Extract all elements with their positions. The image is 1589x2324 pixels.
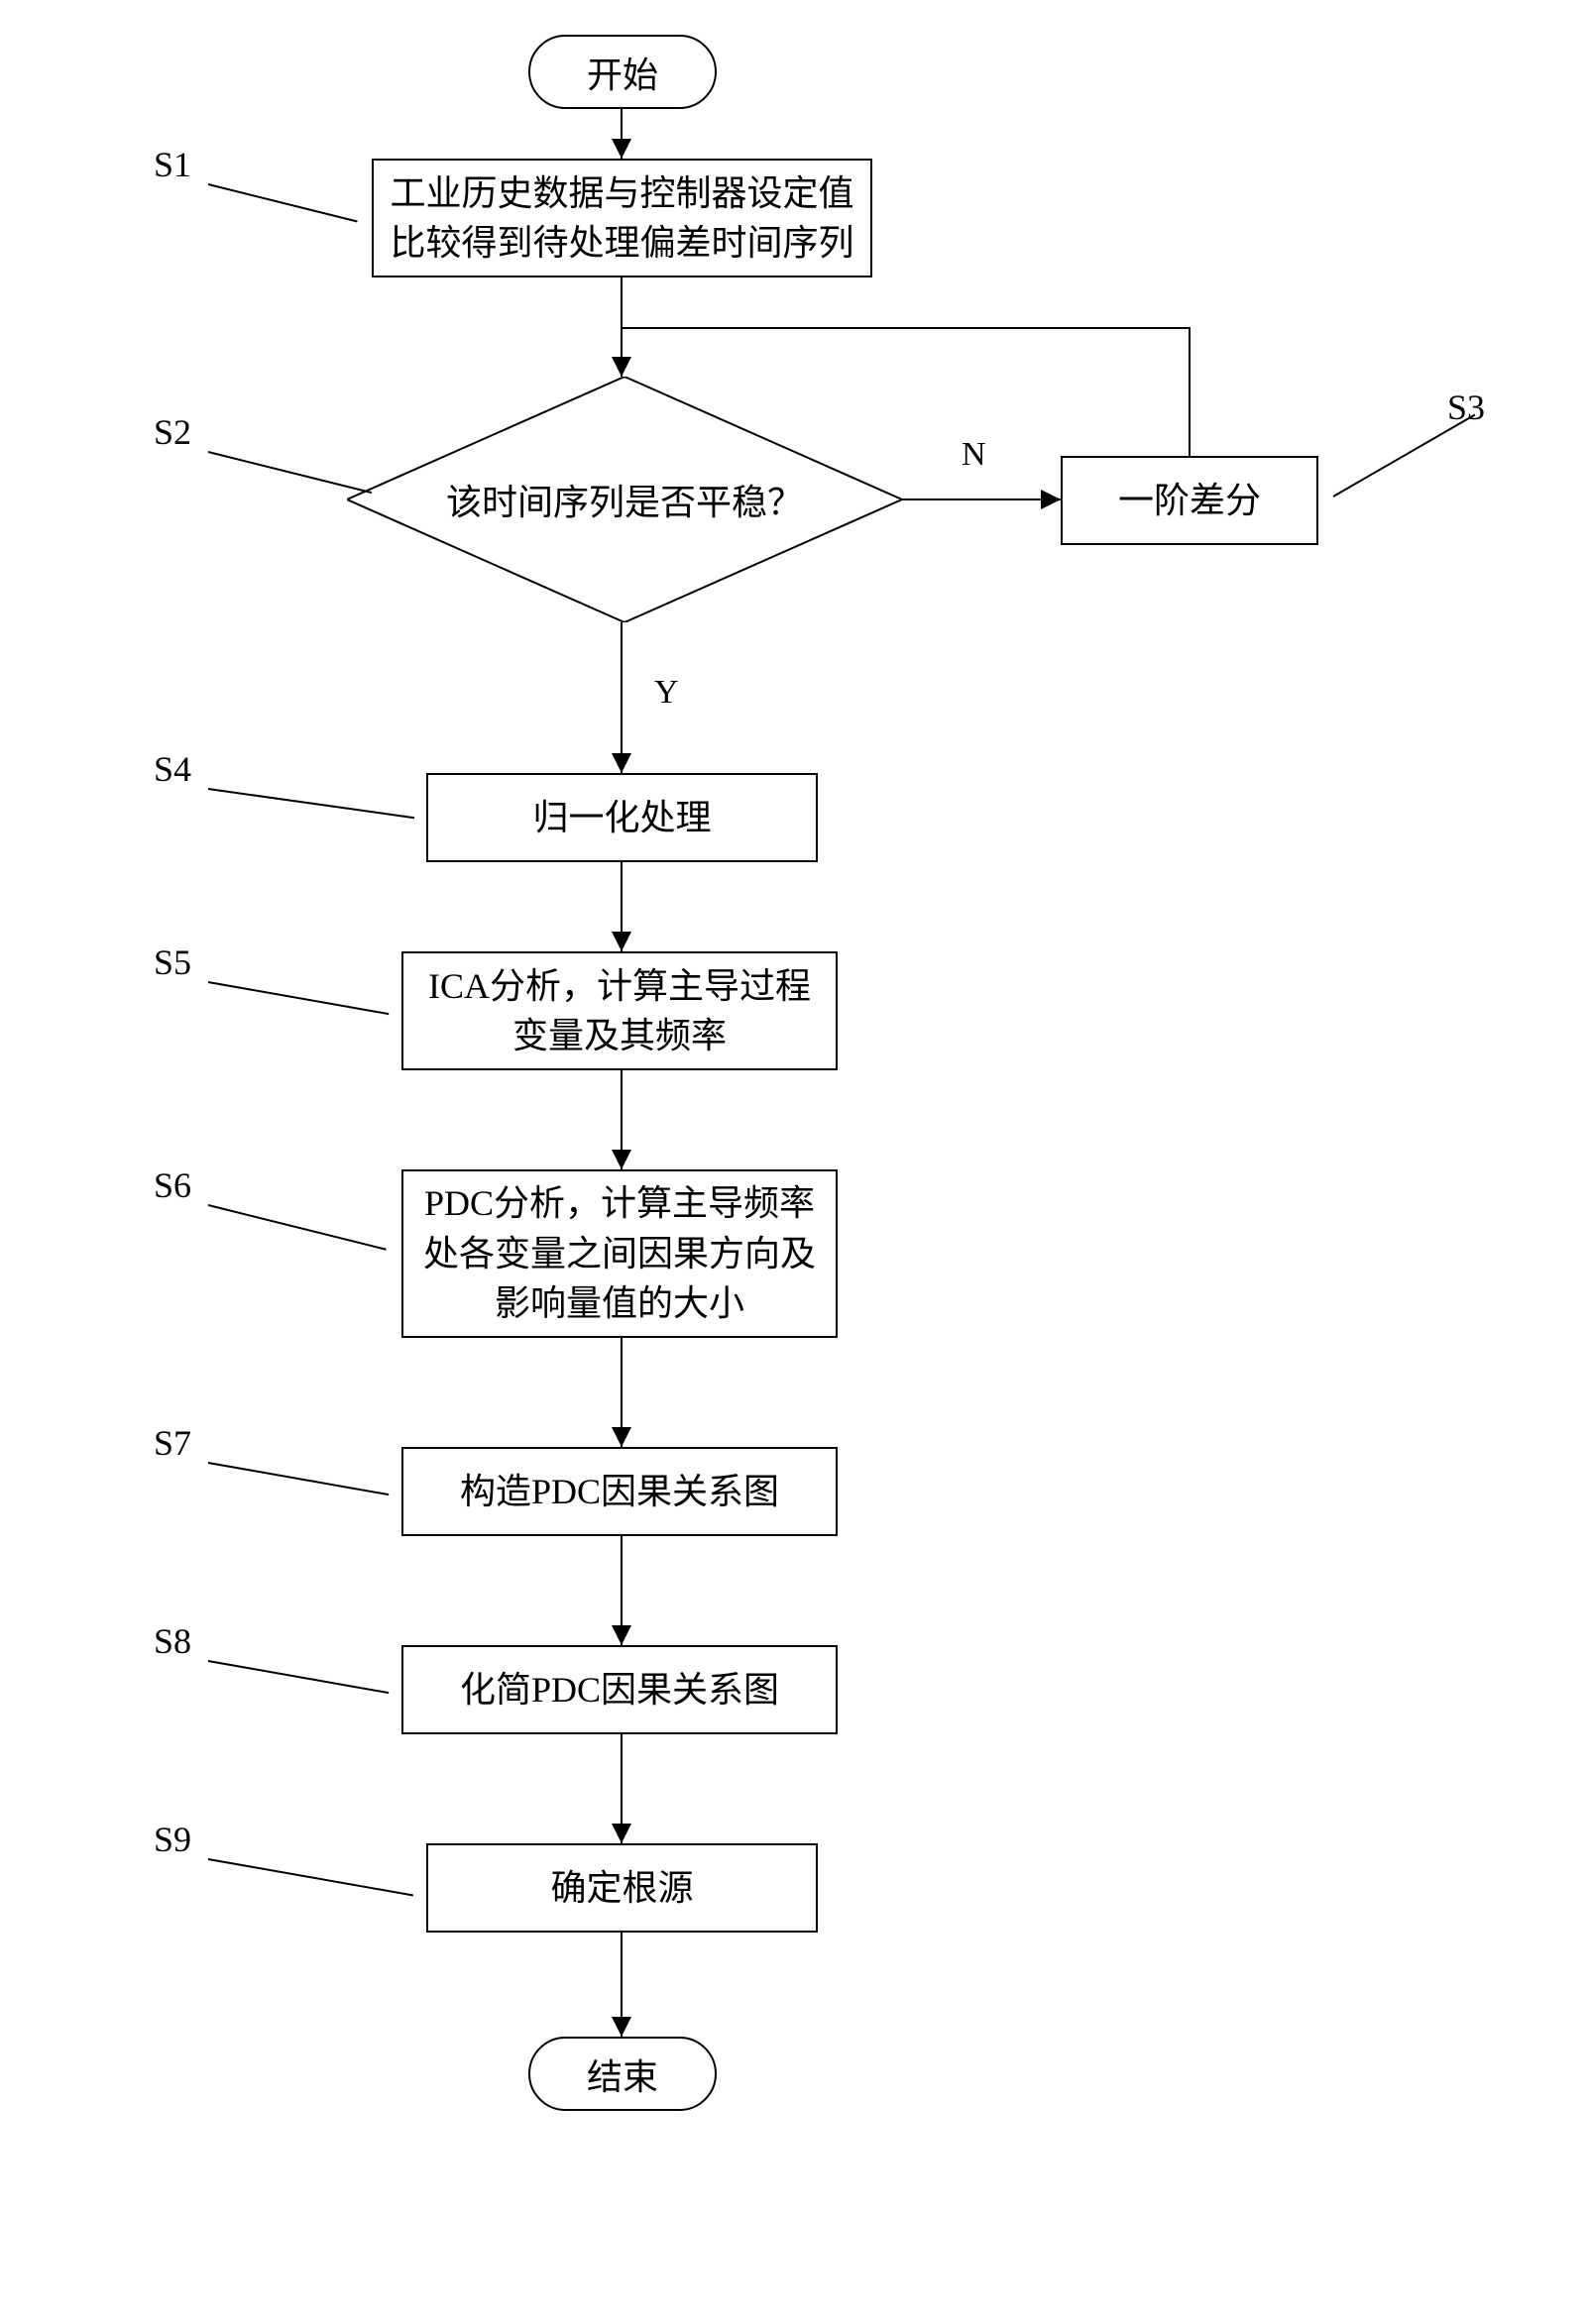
- flow-end: 结束: [528, 2037, 717, 2111]
- edge-start-s1-head: [612, 139, 631, 159]
- step-s8: 化简PDC因果关系图: [401, 1645, 838, 1734]
- edge-s2-s4: [621, 622, 623, 773]
- label-s7: S7: [154, 1422, 191, 1464]
- start-text: 开始: [587, 47, 658, 98]
- label-s6: S6: [154, 1164, 191, 1206]
- label-s8-line: [208, 1660, 390, 1694]
- s6-text: PDC分析，计算主导频率 处各变量之间因果方向及 影响量值的大小: [423, 1178, 816, 1328]
- edge-s2-s3: [902, 498, 1061, 500]
- step-s4: 归一化处理: [426, 773, 818, 862]
- label-s1-line: [208, 183, 358, 222]
- label-s5-line: [208, 981, 390, 1015]
- edge-label-yes: Y: [654, 674, 679, 712]
- label-s7-line: [208, 1462, 390, 1495]
- label-s3-line: [1333, 414, 1476, 498]
- label-s1: S1: [154, 144, 191, 185]
- s4-text: 归一化处理: [532, 793, 711, 842]
- edge-s6-s7-head: [612, 1427, 631, 1447]
- step-s9: 确定根源: [426, 1843, 818, 1933]
- step-s1: 工业历史数据与控制器设定值 比较得到待处理偏差时间序列: [372, 159, 872, 277]
- label-s8: S8: [154, 1620, 191, 1662]
- edge-s1-s2-head: [612, 357, 631, 377]
- label-s5: S5: [154, 941, 191, 983]
- s9-text: 确定根源: [550, 1863, 693, 1913]
- label-s9-line: [208, 1858, 413, 1896]
- label-s6-line: [208, 1204, 387, 1251]
- edge-s7-s8-head: [612, 1625, 631, 1645]
- edge-s3-back-v1: [1189, 327, 1191, 456]
- edge-s4-s5-head: [612, 932, 631, 951]
- edge-s5-s6-head: [612, 1150, 631, 1169]
- edge-s8-s9-head: [612, 1824, 631, 1843]
- step-s2-decision: 该时间序列是否平稳？: [347, 377, 902, 622]
- flow-start: 开始: [528, 35, 717, 109]
- step-s7: 构造PDC因果关系图: [401, 1447, 838, 1536]
- edge-s2-s4-head: [612, 753, 631, 773]
- label-s4-line: [208, 788, 414, 819]
- edge-label-no: N: [962, 436, 986, 474]
- edge-s3-back-h: [621, 327, 1191, 329]
- s7-text: 构造PDC因果关系图: [460, 1467, 779, 1516]
- edge-s2-s3-head: [1041, 490, 1061, 509]
- label-s4: S4: [154, 748, 191, 790]
- step-s3: 一阶差分: [1061, 456, 1318, 545]
- label-s3: S3: [1447, 387, 1485, 428]
- s1-text: 工业历史数据与控制器设定值 比较得到待处理偏差时间序列: [390, 168, 853, 269]
- label-s9: S9: [154, 1819, 191, 1860]
- s3-text: 一阶差分: [1118, 476, 1261, 525]
- edge-s9-end-head: [612, 2017, 631, 2037]
- step-s6: PDC分析，计算主导频率 处各变量之间因果方向及 影响量值的大小: [401, 1169, 838, 1338]
- s5-text: ICA分析，计算主导过程 变量及其频率: [428, 961, 811, 1061]
- s2-text: 该时间序列是否平稳？: [446, 474, 803, 525]
- step-s5: ICA分析，计算主导过程 变量及其频率: [401, 951, 838, 1070]
- label-s2: S2: [154, 411, 191, 453]
- s8-text: 化简PDC因果关系图: [460, 1665, 779, 1715]
- end-text: 结束: [587, 2048, 658, 2100]
